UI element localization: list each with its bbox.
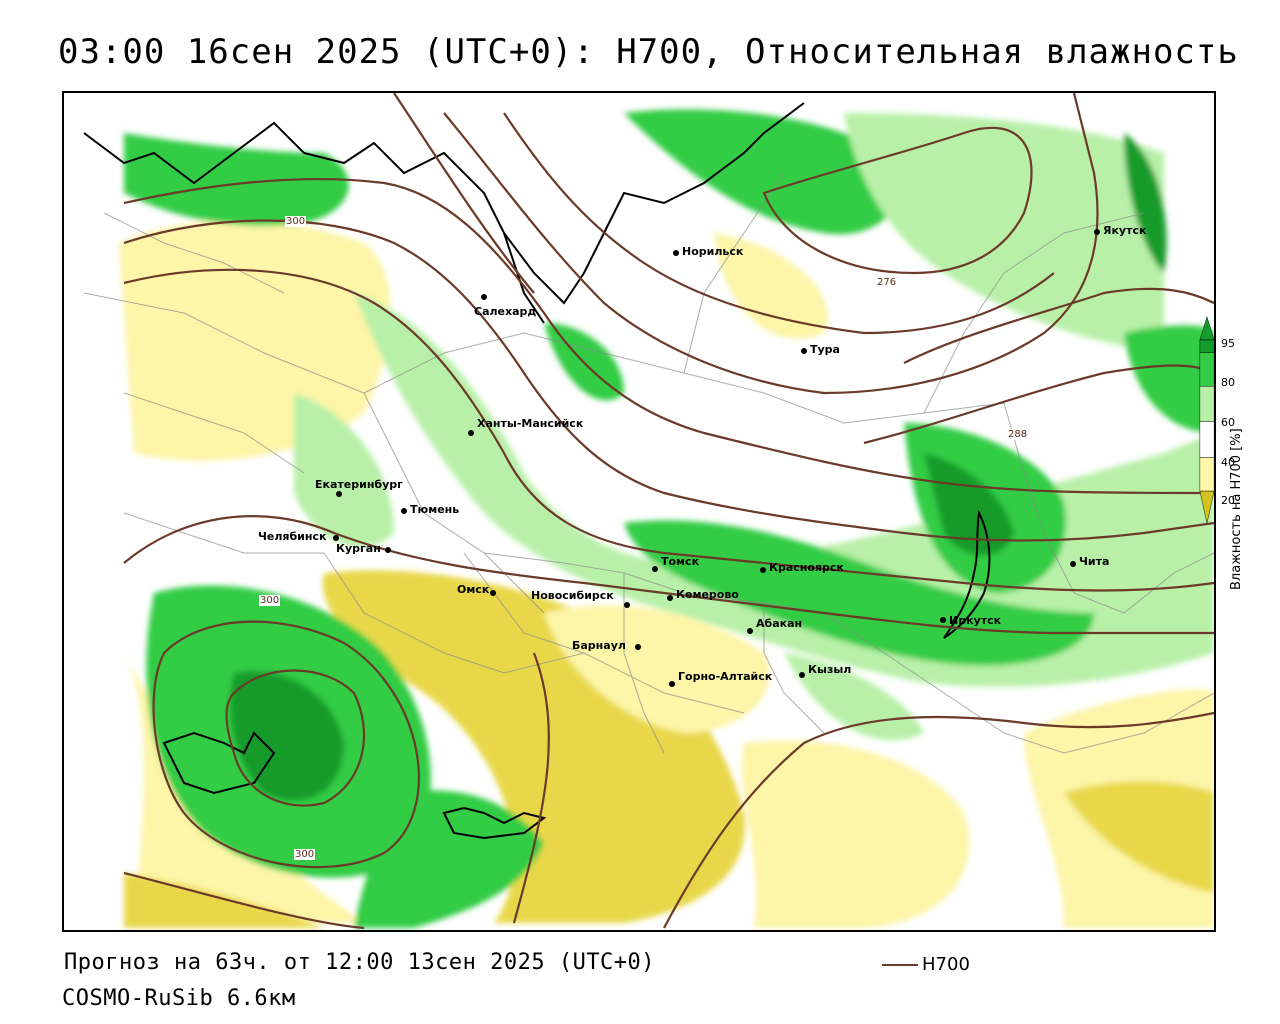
city-label: Кемерово	[676, 588, 739, 601]
city-dot	[635, 644, 641, 650]
isohypse-legend-line	[882, 964, 918, 966]
colorbar-tick: 60	[1221, 416, 1235, 429]
city-label: Норильск	[682, 245, 744, 258]
city-dot	[1070, 561, 1076, 567]
h700-isohypses	[123, 93, 1214, 930]
isohypse-label: 276	[876, 277, 898, 288]
city-label: Тура	[810, 343, 840, 356]
city-label: Челябинск	[258, 530, 327, 543]
colorbar-tick: 20	[1221, 494, 1235, 507]
colorbar-tick: 80	[1221, 376, 1235, 389]
city-dot	[468, 430, 474, 436]
colorbar-scale	[1199, 316, 1215, 524]
humidity-map	[64, 93, 1214, 930]
city-label: Ханты-Мансийск	[477, 417, 584, 430]
city-label: Барнаул	[572, 639, 626, 652]
colorbar-tick: 95	[1221, 337, 1235, 350]
city-dot	[624, 602, 630, 608]
city-dot	[747, 628, 753, 634]
city-dot	[401, 508, 407, 514]
city-dot	[1094, 229, 1100, 235]
city-dot	[940, 617, 946, 623]
city-label: Чита	[1079, 555, 1110, 568]
city-label: Абакан	[756, 617, 803, 630]
city-dot	[669, 681, 675, 687]
forecast-info: Прогноз на 63ч. от 12:00 13сен 2025 (UTC…	[64, 950, 656, 975]
city-dot	[490, 590, 496, 596]
city-label: Кызыл	[808, 663, 852, 676]
city-dot	[333, 535, 339, 541]
city-label: Томск	[661, 555, 700, 568]
isohypse-label: 288	[1007, 429, 1029, 440]
city-label: Салехард	[474, 305, 537, 318]
colorbar-title: Влажность на H700 [%]	[1229, 428, 1244, 590]
region-boundaries	[83, 172, 1214, 754]
humidity-colorbar: 95 80 60 40 20 Влажность на H700 [%]	[1199, 300, 1279, 600]
colorbar-tick: 40	[1221, 456, 1235, 469]
city-label: Иркутск	[949, 614, 1002, 627]
city-label: Горно-Алтайск	[678, 670, 773, 683]
isohypse-legend-label: H700	[922, 954, 970, 975]
isohypse-label: 300	[294, 849, 316, 860]
coastline	[83, 102, 991, 840]
city-label: Красноярск	[769, 561, 844, 574]
city-label: Омск	[457, 583, 490, 596]
city-dot	[673, 250, 679, 256]
isohypse-label: 300	[285, 216, 307, 227]
city-dot	[385, 547, 391, 553]
map-title: 03:00 16сен 2025 (UTC+0): H700, Относите…	[58, 32, 1239, 72]
city-dot	[667, 595, 673, 601]
city-dot	[336, 491, 342, 497]
city-label: Якутск	[1103, 224, 1147, 237]
city-label: Курган	[336, 542, 381, 555]
city-dot	[481, 294, 487, 300]
city-label: Новосибирск	[531, 589, 614, 602]
city-dot	[799, 672, 805, 678]
city-dot	[760, 567, 766, 573]
map-panel: 300 276 288 300 300 Норильск Якутск Сале…	[62, 91, 1216, 932]
city-dot	[801, 348, 807, 354]
isohypse-label: 300	[259, 595, 281, 606]
city-label: Екатеринбург	[315, 478, 403, 491]
city-label: Тюмень	[410, 503, 460, 516]
model-info: COSMO-RuSib 6.6км	[62, 986, 296, 1011]
city-dot	[652, 566, 658, 572]
humidity-fill	[119, 109, 1214, 928]
